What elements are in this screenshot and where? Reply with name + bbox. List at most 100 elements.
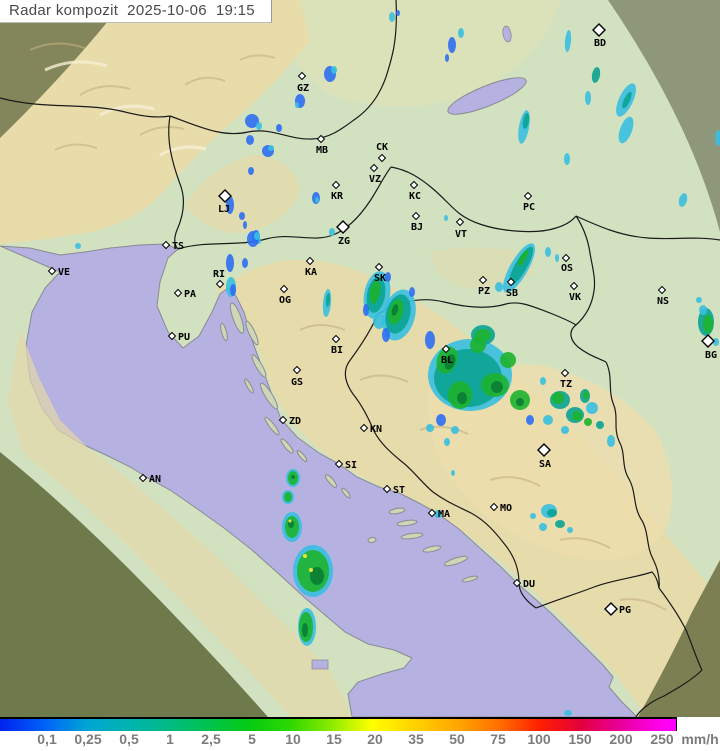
city-label: SK [374, 273, 386, 284]
legend-value: 15 [326, 731, 342, 747]
radar-echo [329, 228, 335, 236]
city-marker-icon [167, 331, 177, 341]
radar-echo [458, 28, 464, 38]
legend-value: 0,5 [119, 731, 139, 747]
city-marker-icon [561, 253, 571, 263]
city-label: MO [500, 503, 512, 514]
city-marker-icon [382, 484, 392, 494]
radar-echo [678, 193, 688, 207]
city-label: KN [370, 424, 382, 435]
city-PU: PU [167, 331, 190, 343]
city-ZD: ZD [278, 415, 301, 427]
radar-map: GZ BD MB CK VZ KR KC PC BJ VT ZG LJ TS VE KA OS RI PA OG SK… [0, 0, 720, 717]
city-marker-icon [359, 423, 369, 433]
city-label: GS [291, 377, 303, 388]
legend-value: 10 [285, 731, 301, 747]
city-marker-icon [512, 578, 522, 588]
legend-value: 2,5 [201, 731, 221, 747]
city-marker-icon [604, 602, 618, 616]
city-label: TZ [560, 379, 572, 390]
city-PA: PA [173, 288, 196, 300]
radar-echo [448, 37, 456, 53]
city-marker-icon [560, 368, 570, 378]
radar-echo [444, 438, 450, 446]
city-label: VZ [369, 174, 381, 185]
city-label: BG [705, 350, 717, 361]
radar-echo [555, 254, 559, 262]
radar-echo [436, 414, 446, 426]
city-BD: BD [592, 23, 606, 49]
radar-echo [526, 415, 534, 425]
legend-value: 50 [449, 731, 465, 747]
radar-echo-layer [75, 10, 720, 716]
city-marker-icon [47, 266, 57, 276]
city-NS: NS [657, 285, 669, 307]
radar-echo [699, 305, 707, 315]
city-label: SI [345, 460, 357, 471]
terrain-bosnia [427, 364, 672, 561]
radar-echo [396, 10, 400, 16]
radar-echo [696, 297, 702, 303]
radar-echo [470, 337, 486, 353]
city-marker-icon [161, 240, 171, 250]
legend-value: 75 [490, 731, 506, 747]
city-AN: AN [138, 473, 161, 485]
city-marker-icon [657, 285, 667, 295]
city-marker-icon [441, 344, 451, 354]
radar-echo [391, 304, 399, 316]
city-marker-icon [218, 189, 232, 203]
city-KA: KA [305, 256, 317, 278]
city-marker-icon [331, 334, 341, 344]
legend-unit: mm/h [681, 731, 719, 747]
radar-echo [303, 554, 307, 558]
city-label: GZ [297, 83, 309, 94]
radar-echo [517, 250, 529, 266]
city-VZ: VZ [369, 163, 381, 185]
radar-echo [434, 510, 442, 518]
radar-echo [256, 122, 262, 130]
radar-echo [457, 392, 467, 404]
city-BL: BL [441, 344, 453, 366]
city-label: OS [561, 263, 573, 274]
city-RI: RI [213, 269, 225, 289]
city-label: PG [619, 605, 631, 616]
city-SK: SK [374, 262, 386, 284]
radar-echo [547, 509, 557, 517]
city-GS: GS [291, 365, 303, 388]
city-ST: ST [382, 484, 405, 496]
city-TS: TS [161, 240, 184, 252]
radar-echo [618, 116, 634, 144]
city-label: AN [149, 474, 161, 485]
city-GZ: GZ [297, 71, 309, 94]
city-TZ: TZ [560, 368, 572, 390]
city-marker-icon [523, 191, 533, 201]
city-PZ: PZ [478, 275, 490, 297]
city-marker-icon [316, 134, 326, 144]
legend-labels: mm/h 0,1 0,25 0,5 1 2,5 5 10 15 20 35 50 75 100 150 20… [0, 731, 720, 751]
country-borders [0, 0, 720, 717]
city-label: PZ [478, 286, 490, 297]
radar-echo [500, 352, 516, 368]
legend-value: 5 [248, 731, 256, 747]
city-label: TS [172, 241, 184, 252]
radar-echo [254, 232, 260, 240]
radar-echo [369, 280, 381, 304]
radar-echo [245, 114, 259, 128]
city-MB: MB [316, 134, 328, 156]
title-bar: Radar kompozit 2025-10-06 19:15 [0, 0, 272, 23]
city-OG: OG [279, 284, 291, 306]
city-marker-icon [537, 443, 551, 457]
city-marker-icon [455, 217, 465, 227]
rainfall-color-scale [0, 717, 677, 731]
radar-echo [555, 520, 565, 528]
radar-echo [522, 113, 530, 129]
legend-value: 0,25 [74, 731, 102, 747]
city-marker-icon [411, 211, 421, 221]
radar-echo [331, 66, 337, 74]
radar-echo [540, 377, 546, 385]
city-VE: VE [47, 266, 70, 278]
city-label: CK [376, 142, 388, 153]
radar-echo [268, 145, 274, 151]
radar-echo [310, 567, 324, 585]
terrain-italy-hills [8, 330, 352, 717]
